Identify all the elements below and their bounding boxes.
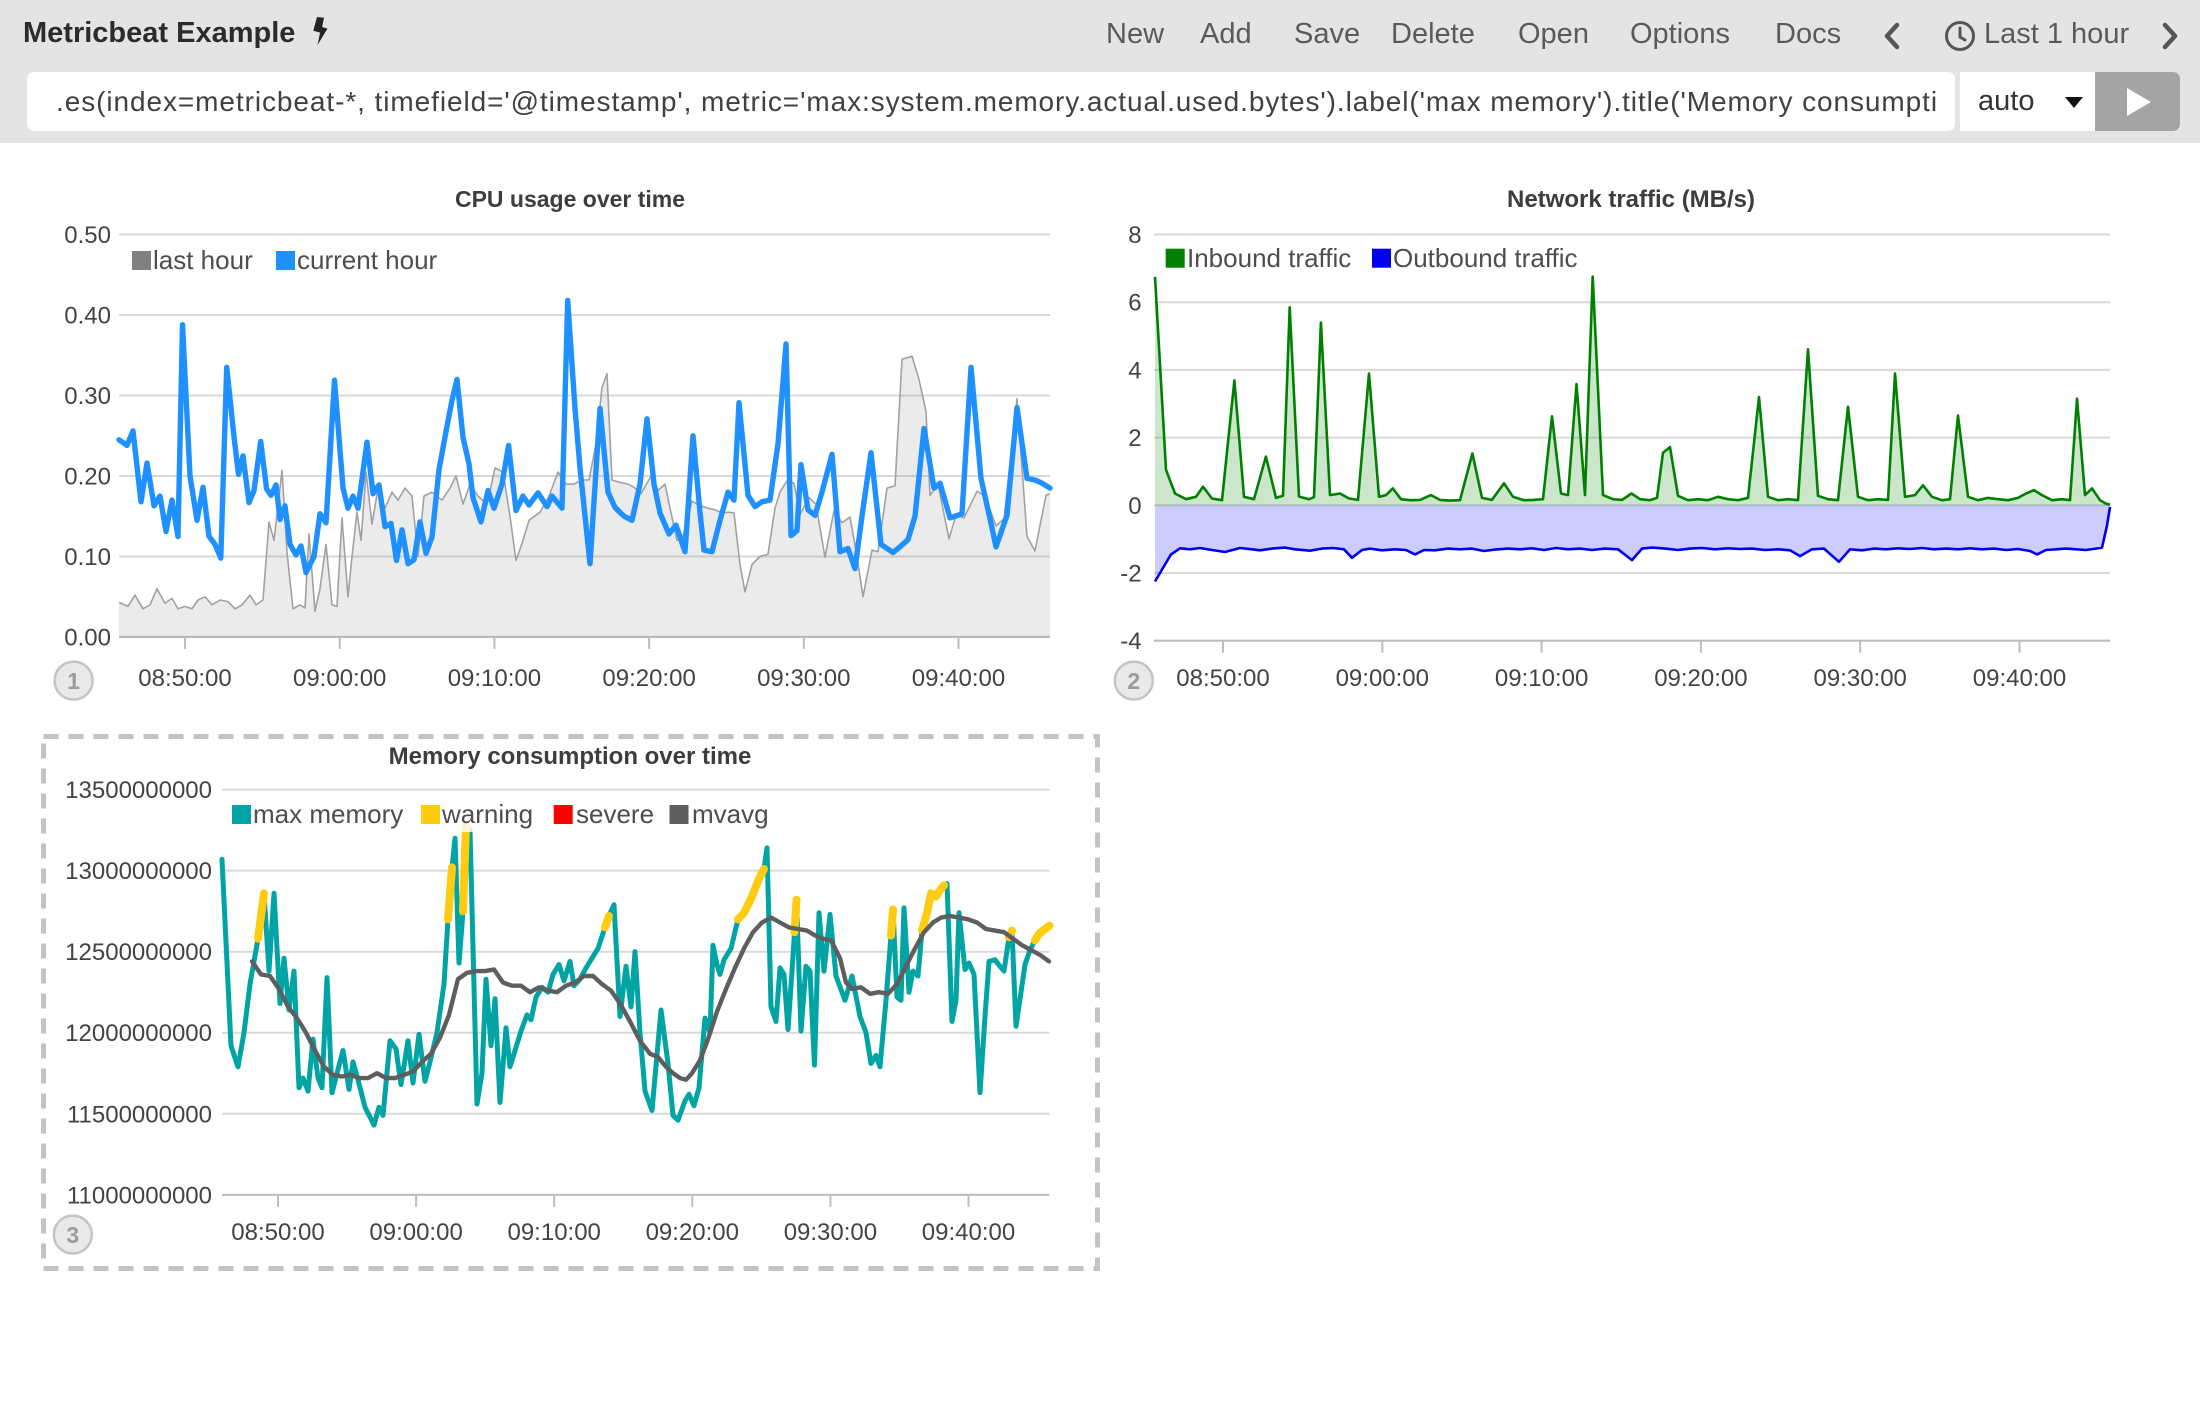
svg-text:11500000000: 11500000000 xyxy=(67,1101,212,1128)
svg-text:09:10:00: 09:10:00 xyxy=(507,1219,600,1246)
svg-text:0.10: 0.10 xyxy=(64,544,111,571)
svg-text:13500000000: 13500000000 xyxy=(65,777,212,804)
svg-text:3: 3 xyxy=(66,1222,79,1248)
svg-text:09:20:00: 09:20:00 xyxy=(602,665,695,692)
svg-text:max memory: max memory xyxy=(253,799,403,829)
svg-text:09:30:00: 09:30:00 xyxy=(1813,665,1906,692)
svg-text:08:50:00: 08:50:00 xyxy=(1176,665,1269,692)
svg-text:0.50: 0.50 xyxy=(64,222,111,249)
svg-text:current hour: current hour xyxy=(297,245,438,275)
svg-text:Memory consumption over time: Memory consumption over time xyxy=(389,743,752,770)
svg-text:12000000000: 12000000000 xyxy=(65,1020,212,1047)
svg-text:09:10:00: 09:10:00 xyxy=(448,665,541,692)
svg-text:12500000000: 12500000000 xyxy=(65,939,212,966)
svg-text:09:30:00: 09:30:00 xyxy=(784,1219,877,1246)
svg-text:severe: severe xyxy=(576,799,654,829)
svg-text:-4: -4 xyxy=(1120,628,1141,655)
svg-text:09:30:00: 09:30:00 xyxy=(757,665,850,692)
svg-text:09:00:00: 09:00:00 xyxy=(293,665,386,692)
svg-text:09:10:00: 09:10:00 xyxy=(1495,665,1588,692)
svg-text:Network traffic (MB/s): Network traffic (MB/s) xyxy=(1507,186,1755,213)
svg-text:last hour: last hour xyxy=(153,245,253,275)
svg-text:09:40:00: 09:40:00 xyxy=(912,665,1005,692)
svg-text:Outbound traffic: Outbound traffic xyxy=(1393,243,1578,273)
svg-text:09:00:00: 09:00:00 xyxy=(369,1219,462,1246)
svg-text:0.00: 0.00 xyxy=(64,625,111,652)
svg-text:mvavg: mvavg xyxy=(692,799,769,829)
svg-text:CPU usage over time: CPU usage over time xyxy=(455,186,685,212)
svg-text:0.20: 0.20 xyxy=(64,464,111,491)
svg-text:2: 2 xyxy=(1128,425,1141,452)
svg-text:warning: warning xyxy=(441,799,533,829)
svg-text:11000000000: 11000000000 xyxy=(67,1182,212,1209)
svg-text:13000000000: 13000000000 xyxy=(65,858,212,885)
svg-text:0.30: 0.30 xyxy=(64,383,111,410)
svg-text:2: 2 xyxy=(1127,668,1140,694)
svg-text:09:20:00: 09:20:00 xyxy=(646,1219,739,1246)
svg-text:0: 0 xyxy=(1128,493,1141,520)
svg-text:1: 1 xyxy=(67,668,80,694)
svg-text:Inbound traffic: Inbound traffic xyxy=(1187,243,1351,273)
svg-text:09:20:00: 09:20:00 xyxy=(1654,665,1747,692)
svg-text:4: 4 xyxy=(1128,357,1141,384)
svg-text:08:50:00: 08:50:00 xyxy=(231,1219,324,1246)
svg-text:09:40:00: 09:40:00 xyxy=(922,1219,1015,1246)
svg-text:-2: -2 xyxy=(1120,561,1141,588)
svg-text:08:50:00: 08:50:00 xyxy=(138,665,231,692)
svg-text:6: 6 xyxy=(1128,290,1141,317)
svg-text:09:40:00: 09:40:00 xyxy=(1973,665,2066,692)
svg-text:09:00:00: 09:00:00 xyxy=(1336,665,1429,692)
svg-text:0.40: 0.40 xyxy=(64,303,111,330)
svg-text:8: 8 xyxy=(1128,222,1141,249)
